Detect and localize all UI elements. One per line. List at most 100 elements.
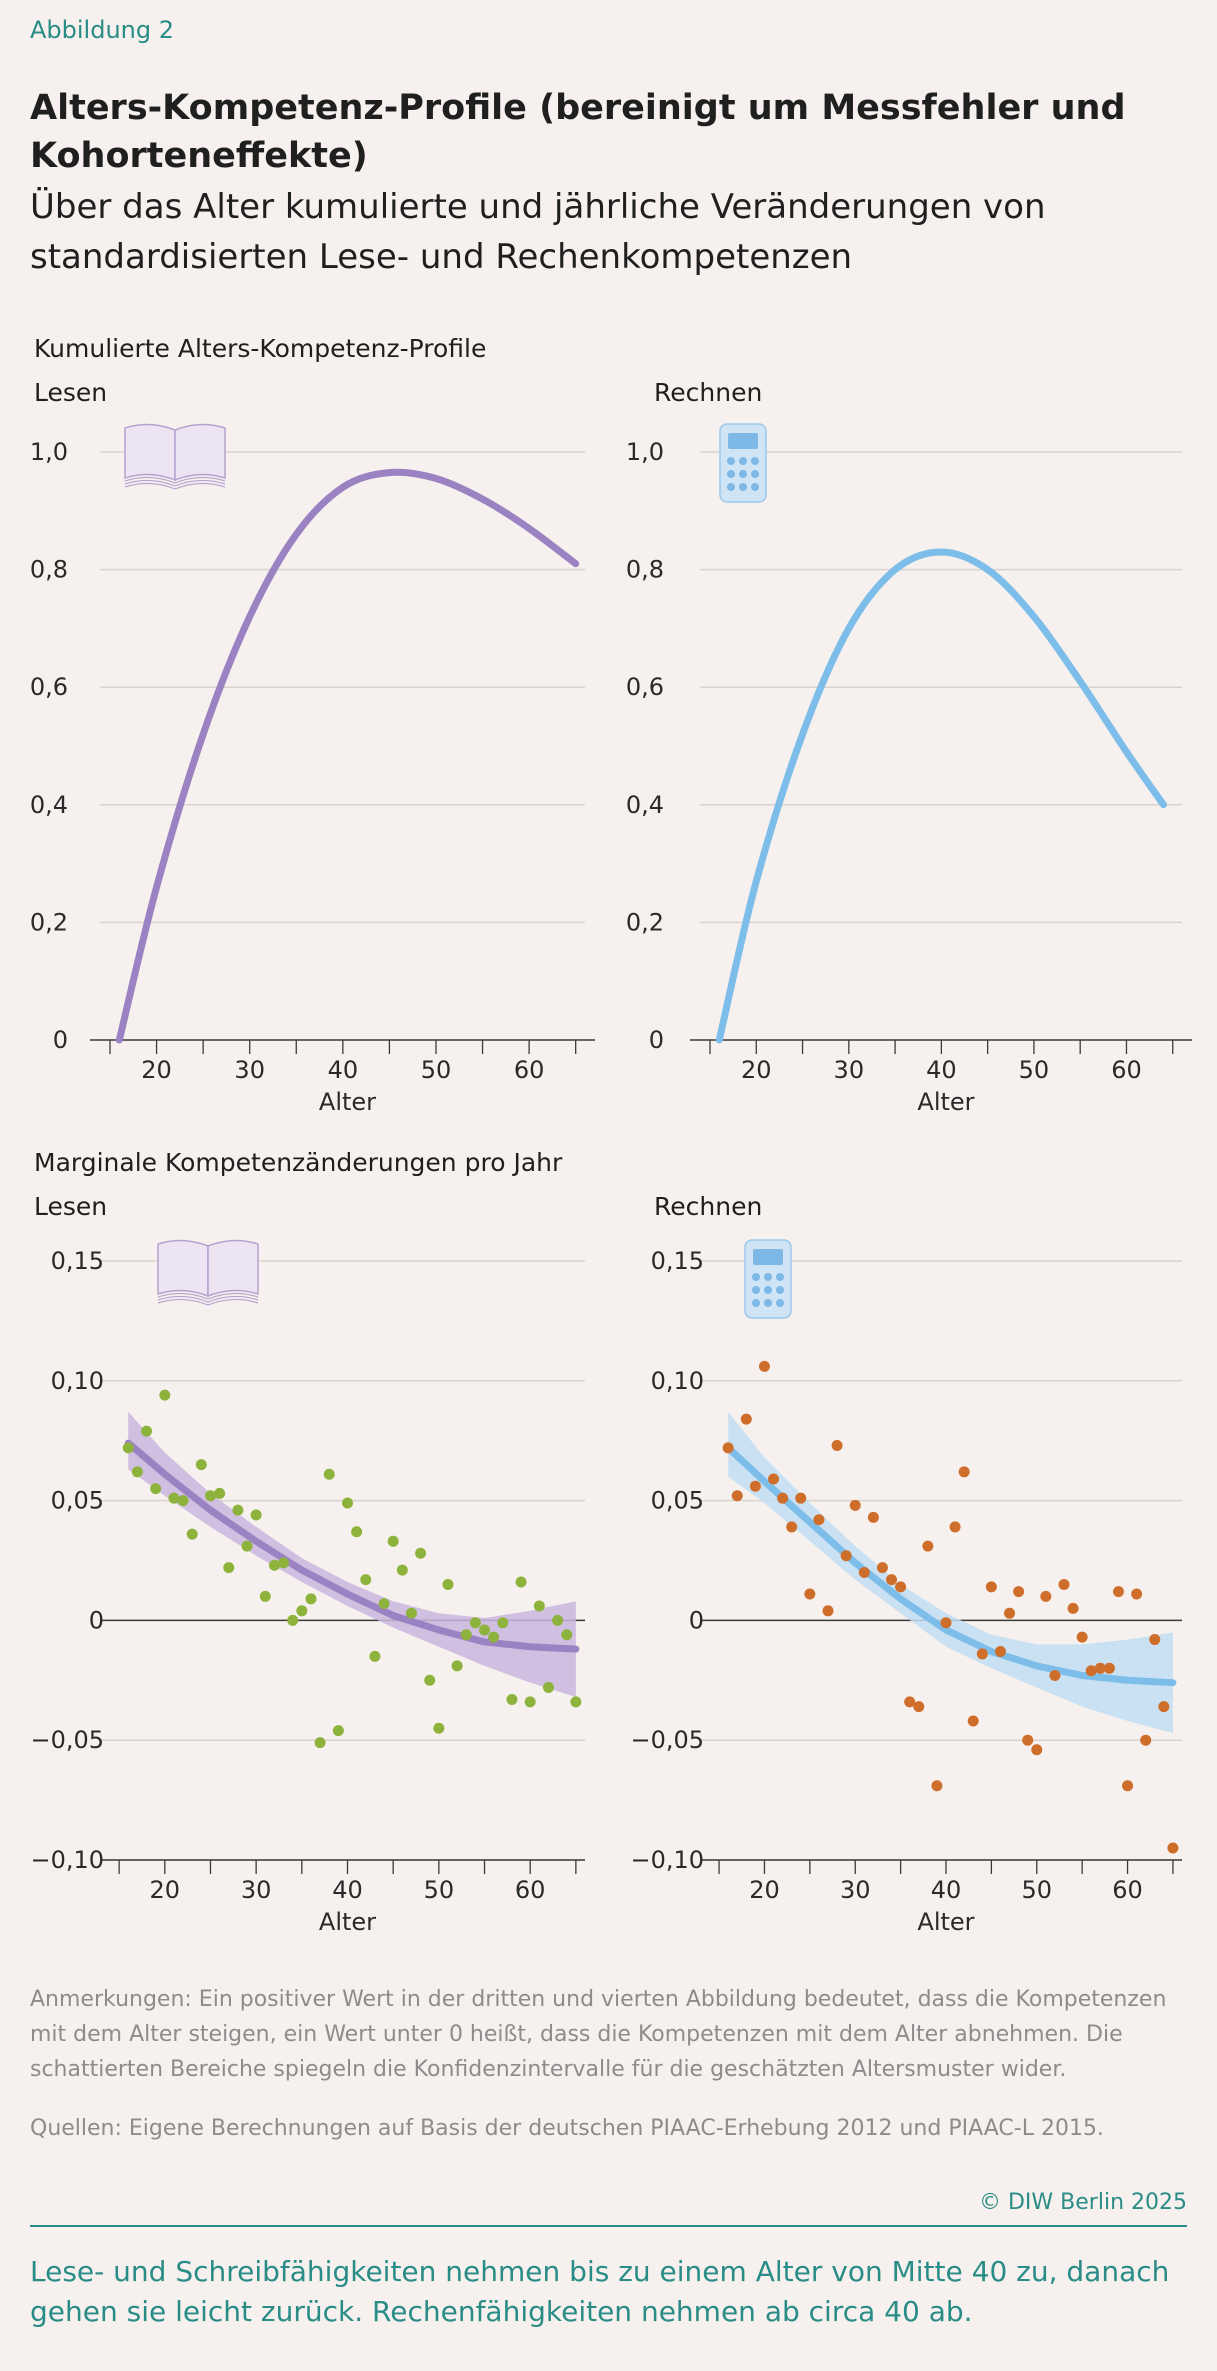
calculator-key	[751, 457, 759, 465]
data-point	[278, 1557, 290, 1569]
data-point	[1085, 1665, 1097, 1677]
calculator-key	[752, 1299, 760, 1307]
data-point	[141, 1425, 153, 1437]
calculator-display	[753, 1249, 783, 1265]
y-tick-label: 1,0	[626, 438, 664, 466]
data-point	[204, 1490, 216, 1502]
data-point	[858, 1566, 870, 1578]
calculator-icon	[719, 423, 767, 503]
calculator-key	[764, 1299, 772, 1307]
footer-rule	[30, 2225, 1187, 2227]
data-point	[931, 1780, 943, 1792]
data-point	[940, 1617, 952, 1629]
x-tick-label: 50	[1021, 1876, 1052, 1904]
confidence-band	[128, 1411, 576, 1698]
y-tick-label: 0	[53, 1026, 68, 1054]
x-tick-label: 40	[926, 1056, 957, 1084]
data-point	[442, 1578, 454, 1590]
x-tick-label: 30	[241, 1876, 272, 1904]
data-point	[542, 1681, 554, 1693]
x-axis-title: Alter	[917, 1088, 974, 1116]
y-tick-label: −0,05	[630, 1726, 704, 1754]
book-page-edge	[157, 1295, 259, 1303]
data-point	[994, 1646, 1006, 1658]
calculator-key	[739, 457, 747, 465]
data-point	[1103, 1662, 1115, 1674]
data-point	[342, 1497, 353, 1509]
data-point	[1058, 1578, 1070, 1590]
data-point	[1158, 1701, 1170, 1713]
data-point	[1004, 1607, 1016, 1619]
data-point	[722, 1442, 734, 1454]
data-point	[731, 1490, 743, 1502]
calculator-key	[739, 483, 747, 491]
y-tick-label: 0,05	[651, 1487, 704, 1515]
data-point	[958, 1466, 970, 1478]
y-tick-label: 0,10	[651, 1367, 704, 1395]
data-point	[949, 1521, 961, 1533]
y-tick-label: −0,10	[30, 1846, 104, 1874]
data-point	[131, 1466, 143, 1478]
y-tick-label: 0,2	[30, 908, 68, 936]
data-point	[786, 1521, 798, 1533]
data-point	[570, 1696, 582, 1708]
data-point	[904, 1696, 916, 1708]
panel-label-rechnen-top: Rechnen	[654, 378, 763, 407]
data-point	[497, 1617, 509, 1629]
calculator-key	[764, 1286, 772, 1294]
data-point	[387, 1535, 399, 1547]
data-point	[533, 1600, 545, 1612]
y-tick-label: 1,0	[30, 438, 68, 466]
chart-panel-4: −0,10 −0,05 0 0,05 0,10 0,15 20 30 40 50 60 Alter	[630, 1247, 1182, 1936]
data-point	[849, 1499, 861, 1511]
data-point	[159, 1389, 171, 1401]
y-tick-label: 0,15	[51, 1247, 104, 1275]
calculator-key	[776, 1286, 784, 1294]
data-point	[241, 1540, 253, 1552]
data-point	[1167, 1842, 1179, 1854]
x-axis-title: Alter	[319, 1908, 376, 1936]
book-page-edge	[124, 479, 226, 487]
y-tick-label: 0	[89, 1606, 104, 1634]
data-point	[479, 1624, 491, 1636]
calculator-key	[776, 1273, 784, 1281]
y-tick-label: 0	[649, 1026, 664, 1054]
data-point	[1094, 1662, 1106, 1674]
data-point	[777, 1492, 789, 1504]
y-tick-label: 0,10	[51, 1367, 104, 1395]
data-point	[223, 1562, 235, 1574]
x-tick-label: 20	[141, 1056, 172, 1084]
book-right-page	[174, 423, 226, 482]
calculator-key	[751, 483, 759, 491]
data-point	[305, 1593, 317, 1605]
data-point	[1131, 1588, 1143, 1600]
data-point	[506, 1693, 518, 1705]
data-point	[552, 1614, 564, 1626]
data-point	[150, 1483, 162, 1495]
data-point	[1049, 1669, 1061, 1681]
data-point	[488, 1631, 500, 1643]
x-tick-label: 40	[931, 1876, 962, 1904]
x-tick-label: 20	[741, 1056, 772, 1084]
panel-label-rechnen-bottom: Rechnen	[654, 1192, 763, 1221]
x-tick-label: 50	[424, 1876, 455, 1904]
book-left-page	[157, 1239, 209, 1298]
data-point	[287, 1614, 299, 1626]
calculator-key	[752, 1273, 760, 1281]
data-point	[524, 1696, 536, 1708]
data-point	[1112, 1586, 1124, 1598]
chart-panel-2: 0 0,2 0,4 0,6 0,8 1,0 20 30 40 50 60 Alter	[626, 438, 1192, 1116]
calculator-display	[728, 433, 758, 449]
panel-label-lesen-bottom: Lesen	[34, 1192, 108, 1221]
y-tick-label: 0,4	[626, 791, 664, 819]
y-tick-label: 0,05	[51, 1487, 104, 1515]
data-point	[433, 1722, 445, 1734]
data-point	[195, 1459, 207, 1471]
x-tick-label: 50	[1019, 1056, 1050, 1084]
y-tick-label: 0,8	[626, 556, 664, 584]
data-point	[1122, 1780, 1134, 1792]
data-point	[813, 1514, 825, 1526]
y-tick-label: 0,2	[626, 908, 664, 936]
data-point	[378, 1598, 390, 1610]
data-point	[967, 1715, 979, 1727]
